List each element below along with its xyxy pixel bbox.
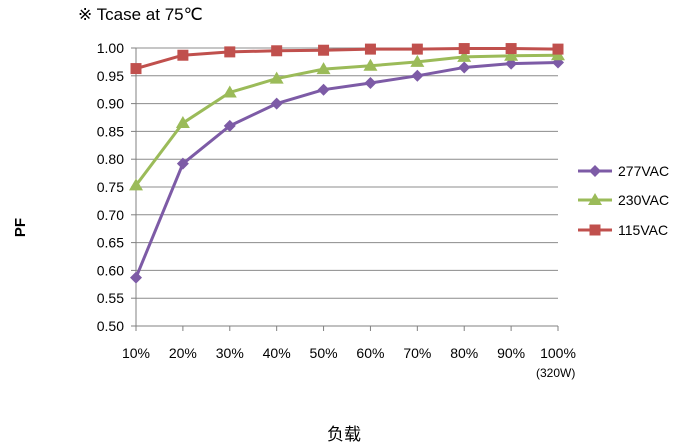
legend-item-115vac: 115VAC	[578, 222, 668, 238]
data-point	[269, 71, 284, 84]
data-point	[129, 178, 143, 191]
series-line	[134, 53, 559, 187]
legend-marker	[589, 224, 601, 236]
series-line	[134, 60, 559, 279]
series-115vac	[130, 43, 564, 75]
data-point	[552, 43, 564, 55]
y-tick-label: 0.95	[97, 68, 124, 84]
x-axis-label: 负载	[327, 425, 361, 445]
data-point	[364, 77, 377, 90]
y-axis-label: PF	[12, 217, 30, 238]
legend-label: 230VAC	[618, 192, 669, 208]
series-277vac	[130, 56, 564, 284]
y-tick-label: 1.00	[97, 40, 124, 56]
data-point	[222, 85, 237, 98]
data-point	[224, 46, 236, 58]
legend-item-230vac: 230VAC	[578, 192, 669, 208]
x-tick-label: 20%	[169, 345, 197, 361]
axis-layer: 0.50 0.55 0.60 0.65 0.70 0.75 0.80 0.85 0.90 0.95…	[97, 40, 576, 361]
data-point	[271, 45, 283, 57]
data-point	[270, 97, 283, 110]
y-tick-label: 0.60	[97, 262, 124, 278]
data-point	[363, 58, 378, 71]
data-point	[176, 157, 189, 170]
y-tick-label: 0.50	[97, 318, 124, 334]
data-point	[458, 61, 471, 74]
y-tick-label: 0.70	[97, 207, 124, 223]
series-230vac	[129, 48, 565, 191]
x-tick-label: 10%	[122, 345, 150, 361]
data-point	[130, 63, 142, 75]
legend-label: 115VAC	[618, 222, 668, 238]
legend-item-277vac: 277VAC	[578, 163, 669, 179]
data-point	[223, 119, 236, 132]
data-point	[364, 43, 376, 55]
x-axis-note: (320W)	[536, 366, 576, 380]
data-point	[505, 43, 517, 55]
x-tick-label: 90%	[497, 345, 525, 361]
data-point	[411, 69, 424, 82]
series-line	[135, 47, 559, 71]
x-tick-label: 40%	[263, 345, 291, 361]
x-tick-label: 100%	[540, 345, 576, 361]
data-point	[130, 271, 142, 284]
data-point	[457, 49, 472, 62]
y-tick-label: 0.85	[97, 123, 124, 139]
legend-marker	[589, 165, 601, 177]
x-tick-label: 60%	[356, 345, 384, 361]
y-tick-label: 0.75	[97, 179, 124, 195]
data-point	[175, 116, 190, 129]
y-tick-label: 0.90	[97, 96, 124, 112]
y-tick-label: 0.65	[97, 235, 124, 251]
series-layer	[129, 43, 565, 284]
legend-marker	[588, 193, 602, 205]
y-tick-label: 0.55	[97, 290, 124, 306]
x-tick-label: 30%	[216, 345, 244, 361]
legend: 277VAC 230VAC 115VAC	[578, 163, 669, 238]
y-tick-label: 0.80	[97, 151, 124, 167]
x-tick-label: 50%	[310, 345, 338, 361]
chart-annotation: ※ Tcase at 75℃	[78, 5, 203, 24]
x-tick-label: 80%	[450, 345, 478, 361]
data-point	[504, 48, 519, 61]
data-point	[177, 49, 189, 61]
data-point	[458, 43, 470, 55]
data-point	[318, 44, 330, 56]
data-point	[410, 54, 425, 67]
data-point	[411, 43, 423, 55]
data-point	[316, 62, 331, 75]
legend-label: 277VAC	[618, 163, 669, 179]
data-point	[317, 83, 330, 96]
x-tick-label: 70%	[403, 345, 431, 361]
